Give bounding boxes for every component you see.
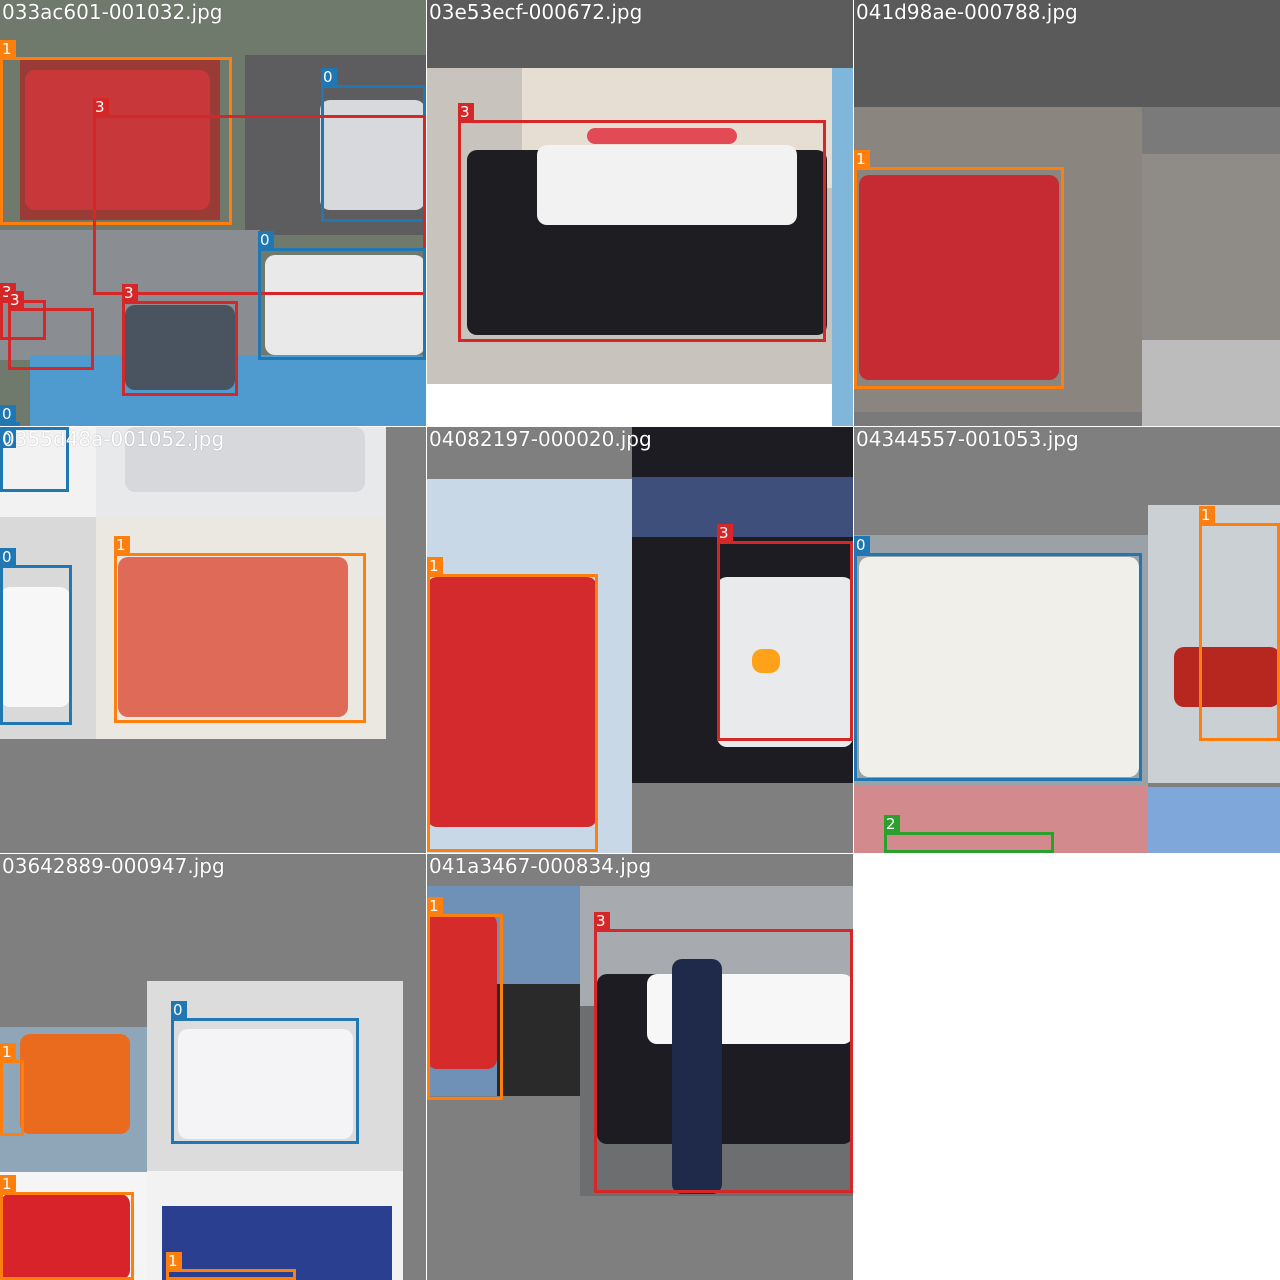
mosaic-tile: 1 041d98ae-000788.jpg	[854, 0, 1280, 426]
class-label: 3	[8, 291, 24, 309]
vehicle-shape	[20, 1034, 130, 1134]
bounding-box: 1	[0, 1175, 134, 1280]
vehicle-shape	[118, 557, 348, 717]
bounding-box: 3	[594, 912, 853, 1193]
image-region	[632, 477, 853, 537]
class-label: 1	[0, 1043, 16, 1061]
bounding-box: 1	[166, 1252, 296, 1280]
class-label: 2	[884, 815, 900, 833]
image-filename: 04344557-001053.jpg	[856, 427, 1079, 451]
image-region	[1148, 787, 1280, 853]
bounding-box: 2	[884, 815, 1054, 853]
vehicle-shape	[0, 1194, 130, 1280]
vehicle-shape	[25, 70, 210, 210]
class-label: 1	[854, 150, 870, 168]
mosaic-tile: 0 0 1 0355d48a-001052.jpg	[0, 427, 426, 853]
class-label: 1	[427, 897, 443, 915]
mosaic-tile: 0 1 1 1 03642889-000947.jpg	[0, 854, 426, 1280]
bounding-box: 0	[0, 405, 20, 426]
class-label: 3	[122, 284, 138, 302]
bounding-box: 3	[8, 291, 94, 370]
bounding-box: 1	[427, 557, 598, 852]
class-label: 1	[114, 536, 130, 554]
class-label: 0	[0, 430, 16, 448]
class-label: 1	[166, 1252, 182, 1270]
image-region	[854, 785, 1148, 853]
bounding-box: 3	[458, 103, 826, 342]
mosaic-tile: 0 1 2 04344557-001053.jpg	[854, 427, 1280, 853]
class-label: 3	[717, 524, 733, 542]
class-label: 0	[258, 231, 274, 249]
vehicle-shape	[125, 427, 365, 492]
mosaic-tile: 3 03e53ecf-000672.jpg	[427, 0, 853, 426]
bounding-box: 1	[1199, 506, 1280, 741]
image-filename: 033ac601-001032.jpg	[2, 0, 223, 24]
bounding-box: 1	[0, 40, 232, 225]
vehicle-shape	[859, 175, 1059, 380]
vehicle-shape	[320, 100, 425, 210]
class-label: 1	[0, 40, 16, 58]
mosaic-tile: 1 3 041a3467-000834.jpg	[427, 854, 853, 1280]
image-region	[497, 984, 580, 1096]
class-label: 3	[594, 912, 610, 930]
class-label: 0	[0, 548, 16, 566]
vehicle-shape	[0, 587, 70, 707]
class-label: 3	[458, 103, 474, 121]
image-region	[1148, 505, 1280, 783]
image-region	[854, 0, 1280, 107]
image-filename: 041a3467-000834.jpg	[429, 854, 652, 878]
image-filename: 03e53ecf-000672.jpg	[429, 0, 643, 24]
bounding-box: 0	[258, 231, 426, 360]
image-region	[0, 427, 96, 517]
image-filename: 0355d48a-001052.jpg	[2, 427, 225, 451]
bounding-box: 0	[854, 536, 1142, 781]
vehicle-shape	[427, 577, 597, 827]
bounding-box: 0	[0, 548, 72, 725]
class-label: 1	[0, 1175, 16, 1193]
bounding-box: 1	[854, 150, 1064, 389]
bounding-box: 3	[717, 524, 853, 741]
vehicle-shape	[717, 577, 853, 747]
class-label: 0	[171, 1001, 187, 1019]
vehicle-shape	[752, 649, 780, 673]
bounding-box: 3	[122, 284, 238, 396]
class-label: 1	[427, 557, 443, 575]
image-filename: 041d98ae-000788.jpg	[856, 0, 1078, 24]
class-label: 1	[1199, 506, 1215, 524]
vehicle-shape	[1174, 647, 1280, 707]
image-region	[427, 384, 832, 426]
mosaic-tile: 1 3 04082197-000020.jpg	[427, 427, 853, 853]
vehicle-shape	[859, 557, 1139, 777]
bounding-box: 1	[114, 536, 366, 723]
vehicle-shape	[672, 959, 722, 1194]
vehicle-shape	[125, 305, 235, 390]
image-region	[832, 68, 853, 426]
bounding-box: 1	[0, 1043, 24, 1136]
class-label: 0	[854, 536, 870, 554]
image-region	[162, 1206, 392, 1280]
vehicle-shape	[265, 255, 425, 355]
class-label: 3	[93, 98, 109, 116]
bounding-box: 0	[0, 427, 69, 492]
image-region	[427, 0, 853, 68]
vehicle-shape	[178, 1029, 353, 1139]
vehicle-shape	[427, 914, 497, 1069]
mosaic-tile: 1 0 3 0 3 3 3 0 033ac601-001032.jpg	[0, 0, 426, 426]
bounding-box: 1	[427, 897, 503, 1100]
vehicle-shape	[537, 145, 797, 225]
class-label: 0	[321, 68, 337, 86]
image-region	[1142, 340, 1280, 426]
image-filename: 04082197-000020.jpg	[429, 427, 652, 451]
image-filename: 03642889-000947.jpg	[2, 854, 225, 878]
bounding-box: 0	[171, 1001, 359, 1144]
vehicle-shape	[587, 128, 737, 144]
class-label: 0	[0, 405, 16, 423]
